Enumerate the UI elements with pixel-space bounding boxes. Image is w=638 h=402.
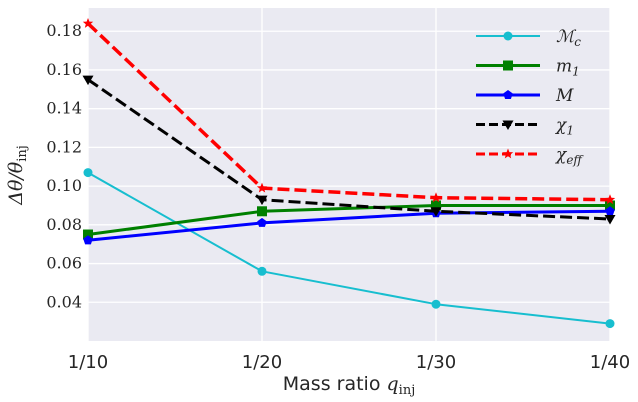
series-line — [87, 204, 610, 236]
y-tick-label: 0.06 — [46, 254, 82, 273]
legend-label: m1 — [556, 57, 580, 79]
y-tick-label: 0.12 — [46, 137, 82, 156]
series-layer — [82, 18, 616, 329]
legend-item: M — [476, 86, 574, 106]
series-4 — [82, 75, 616, 225]
data-point — [83, 235, 93, 245]
legend-item: χeff — [476, 145, 584, 167]
series-line — [87, 209, 611, 242]
y-tick-labels: 0.04 0.06 0.08 0.10 0.12 0.14 0.16 0.18 — [46, 21, 82, 311]
data-point — [83, 229, 93, 240]
x-tick-label: 1/10 — [68, 352, 108, 373]
y-axis-label: Δθ/θinj — [5, 145, 30, 206]
x-tick-labels: 1/10 1/20 1/30 1/40 — [68, 352, 630, 373]
data-point — [256, 182, 268, 193]
legend-item: χ1 — [476, 116, 574, 138]
data-point — [82, 18, 94, 28]
y-tick-label: 0.16 — [46, 60, 82, 79]
series-line — [86, 22, 611, 202]
data-point — [431, 299, 441, 309]
series-2 — [83, 200, 615, 240]
y-tick-label: 0.18 — [46, 21, 82, 40]
y-tick-label: 0.08 — [46, 215, 82, 234]
legend-marker — [503, 31, 513, 41]
x-tick-label: 1/30 — [416, 352, 456, 373]
data-point — [83, 168, 93, 178]
legend-marker — [503, 60, 513, 71]
data-point — [605, 200, 615, 211]
legend-label: χeff — [555, 145, 584, 167]
data-point — [430, 207, 442, 217]
data-point — [257, 206, 267, 217]
y-tick-label: 0.10 — [46, 176, 82, 195]
series-line — [87, 78, 611, 221]
data-point — [604, 194, 616, 205]
legend-marker — [502, 148, 514, 159]
y-tick-label: 0.14 — [46, 99, 82, 118]
plot-area — [88, 8, 610, 341]
data-point — [604, 215, 616, 225]
data-point — [256, 195, 268, 206]
y-tick-label: 0.04 — [46, 292, 82, 311]
x-axis-label: Mass ratio qinj — [283, 373, 415, 398]
data-point — [431, 200, 441, 211]
legend-item: m1 — [476, 57, 580, 79]
legend-label: χ1 — [555, 116, 574, 138]
series-5 — [82, 18, 616, 205]
legend-item: ℳc — [476, 27, 581, 49]
legend-label: ℳc — [556, 27, 581, 49]
x-tick-label: 1/20 — [242, 352, 282, 373]
legend-label: M — [555, 86, 574, 106]
data-point — [82, 75, 94, 86]
grid-lines — [87, 8, 611, 341]
legend-marker — [502, 120, 514, 130]
x-tick-label: 1/40 — [590, 352, 630, 373]
data-point — [605, 206, 615, 216]
data-point — [430, 192, 442, 203]
legend: ℳc m1 Mχ1 χeff — [476, 27, 584, 167]
data-point — [257, 266, 267, 276]
data-point — [605, 319, 615, 329]
legend-marker — [503, 90, 513, 99]
data-point — [257, 217, 267, 227]
